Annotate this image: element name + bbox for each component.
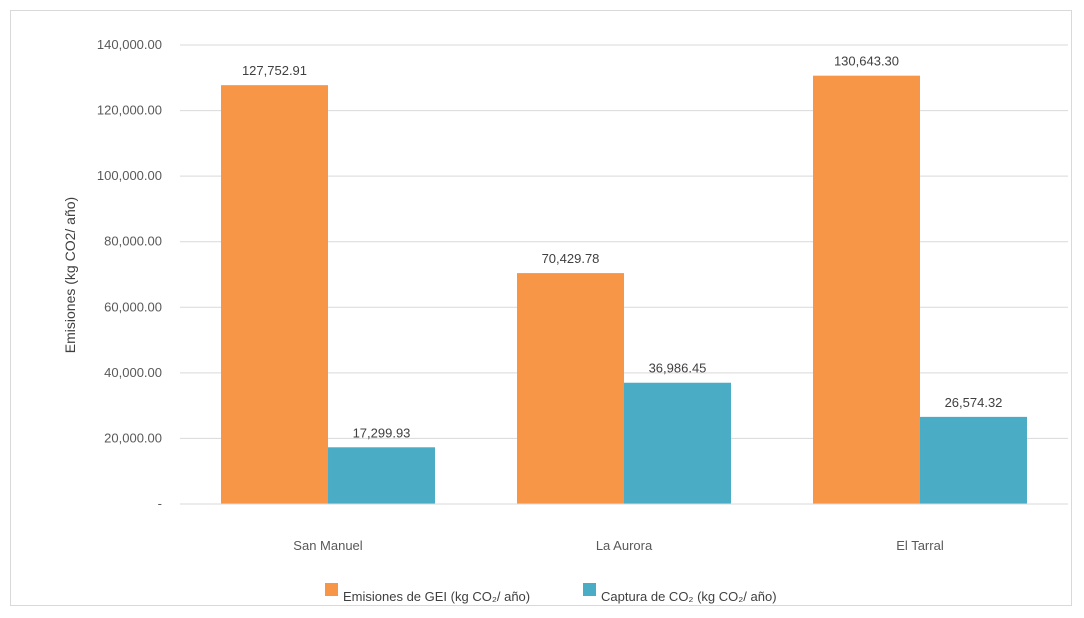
y-tick-label: 60,000.00 (104, 299, 162, 314)
bar-emisiones-0 (221, 85, 328, 505)
x-axis-ticks: San Manuel La Aurora El Tarral (293, 538, 944, 553)
bar-captura-1 (624, 382, 731, 504)
x-tick-label: San Manuel (293, 538, 362, 553)
y-tick-label: 100,000.00 (97, 168, 162, 183)
data-label: 17,299.93 (353, 425, 411, 440)
y-tick-label: 140,000.00 (97, 37, 162, 52)
y-tick-label: 20,000.00 (104, 430, 162, 445)
legend: Emisiones de GEI (kg CO₂/ año) Captura de… (325, 583, 777, 604)
data-label: 36,986.45 (649, 361, 707, 376)
legend-swatch (325, 583, 338, 596)
y-tick-label: - (158, 496, 162, 511)
y-tick-label: 120,000.00 (97, 103, 162, 118)
y-axis-title: Emisiones (kg CO2/ año) (62, 197, 78, 353)
legend-swatch (583, 583, 596, 596)
bar-captura-2 (920, 416, 1027, 504)
bars (221, 75, 1027, 505)
data-labels: 127,752.91 17,299.93 70,429.78 36,986.45 130… (242, 54, 1002, 441)
data-label: 130,643.30 (834, 54, 899, 69)
data-label: 70,429.78 (542, 251, 600, 266)
x-tick-label: El Tarral (896, 538, 944, 553)
data-label: 127,752.91 (242, 63, 307, 78)
data-label: 26,574.32 (945, 395, 1003, 410)
y-tick-label: 40,000.00 (104, 365, 162, 380)
legend-label: Emisiones de GEI (kg CO₂/ año) (343, 589, 530, 604)
y-tick-label: 80,000.00 (104, 234, 162, 249)
bar-captura-0 (328, 447, 435, 504)
bar-emisiones-1 (517, 273, 624, 504)
x-tick-label: La Aurora (596, 538, 653, 553)
bar-emisiones-2 (813, 75, 920, 505)
y-axis-ticks: - 20,000.00 40,000.00 60,000.00 80,000.00 100… (97, 37, 162, 511)
legend-label: Captura de CO₂ (kg CO₂/ año) (601, 589, 777, 604)
